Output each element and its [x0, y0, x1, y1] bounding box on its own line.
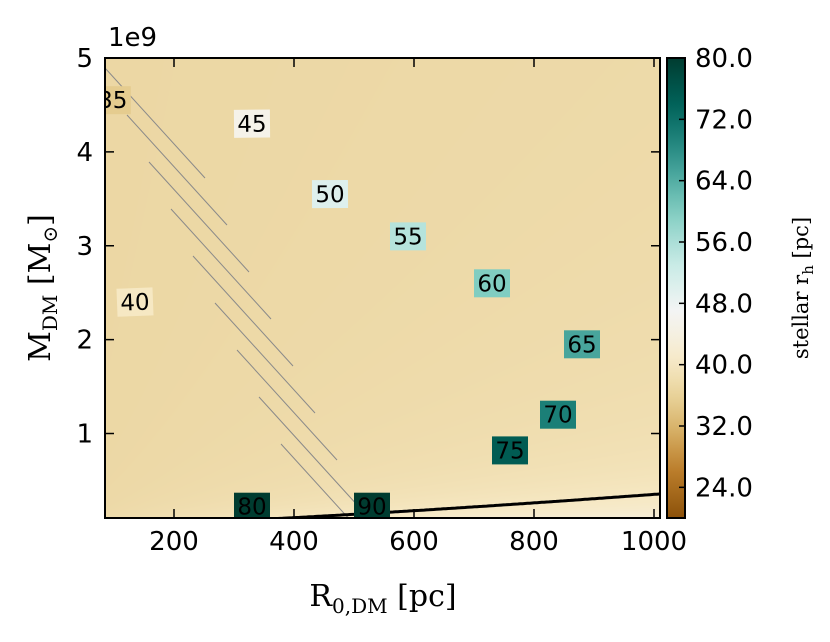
- y-tick-label: 3: [76, 232, 93, 262]
- contour-label-text: 80: [237, 495, 266, 521]
- hatch-line: [236, 349, 338, 461]
- contour-label-text: 55: [393, 224, 422, 250]
- x-tick-label: 200: [149, 527, 199, 557]
- contour-label-45: 45: [233, 109, 271, 138]
- colorbar-tick-label: 32.0: [695, 412, 753, 442]
- contour-label-60: 60: [474, 269, 510, 298]
- contour-label-40: 40: [116, 287, 154, 317]
- contour-label-text: 70: [543, 403, 572, 429]
- contour-label-70: 70: [540, 400, 576, 429]
- colorbar-label: stellar rh [pc]: [789, 217, 817, 359]
- hatch-region: [105, 67, 360, 518]
- hatch-line: [258, 396, 360, 508]
- y-tick-label: 5: [76, 44, 93, 74]
- colorbar: 24.0 32.0 40.0 48.0 56.0 64.0 72.0 80.0 stellar…: [666, 44, 817, 519]
- colorbar-tick-label: 64.0: [695, 167, 753, 197]
- contour-label-text: 90: [357, 495, 386, 521]
- contour-label-text: 60: [477, 271, 506, 297]
- hatch-line: [126, 114, 228, 226]
- y-axis-label: MDM [M⊙]: [23, 214, 62, 362]
- x-tick-label: 400: [269, 527, 319, 557]
- contour-label-65: 65: [564, 330, 600, 359]
- contour-label-75: 75: [492, 436, 528, 465]
- x-tick-label: 600: [389, 527, 439, 557]
- contour-label-35: 35: [98, 86, 131, 115]
- y-tick-label: 2: [76, 326, 93, 356]
- colorbar-tick-label: 24.0: [695, 473, 753, 503]
- hatch-line: [214, 302, 316, 414]
- y-tick-label: 4: [76, 138, 93, 168]
- colorbar-tick-label: 48.0: [695, 289, 753, 319]
- contour-label-55: 55: [389, 222, 427, 251]
- heatmap-image: [105, 58, 660, 518]
- hatch-line: [170, 208, 272, 320]
- colorbar-frame: [666, 57, 686, 519]
- colorbar-gradient: [667, 58, 685, 518]
- contour-label-text: 50: [315, 182, 344, 208]
- colorbar-tick-label: 80.0: [695, 44, 753, 74]
- contour-label-text: 75: [495, 438, 524, 464]
- plot-frame: [104, 57, 661, 519]
- x-tick-label: 1000: [621, 527, 687, 557]
- y-offset-label: 1e9: [108, 23, 157, 53]
- y-tick-label: 1: [76, 420, 93, 450]
- hatch-line: [280, 443, 349, 518]
- colorbar-ticks: 24.0 32.0 40.0 48.0 56.0 64.0 72.0 80.0: [679, 44, 753, 503]
- hatch-line: [192, 255, 294, 367]
- contour-label-80: 80: [234, 492, 270, 521]
- colorbar-tick-label: 56.0: [695, 228, 753, 258]
- x-tick-label: 800: [509, 527, 559, 557]
- colorbar-tick-label: 40.0: [695, 351, 753, 381]
- contour-label-text: 35: [98, 88, 127, 114]
- contour-labels: 35 40 45 50 55 60 65 70 75 80 90: [98, 86, 600, 521]
- contour-label-text: 45: [237, 112, 267, 138]
- contour-label-text: 65: [567, 332, 596, 358]
- colorbar-tick-label: 72.0: [695, 105, 753, 135]
- heatmap-layer: 35 40 45 50 55 60 65 70 75 80 90: [98, 58, 660, 521]
- x-axis-ticks: 200 400 600 800 1000: [149, 58, 687, 557]
- hatch-line: [148, 161, 250, 273]
- x-axis-label: R0,DM [pc]: [309, 579, 456, 618]
- contour-label-50: 50: [311, 180, 349, 209]
- contour-label-90: 90: [354, 492, 390, 521]
- contour-label-text: 40: [120, 290, 150, 317]
